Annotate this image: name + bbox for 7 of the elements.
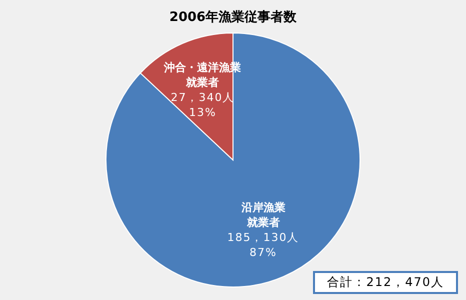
slice-label: 沿岸漁業就業者 [240,200,286,230]
data-label: 13% [188,105,218,120]
text: 185，130人 [227,230,300,244]
text: 合計：212，470人 [313,271,458,294]
text: 27，340人 [170,91,235,104]
chart-title: 2006年漁業従事者数 [168,9,298,26]
data-label: 87% [248,244,278,260]
